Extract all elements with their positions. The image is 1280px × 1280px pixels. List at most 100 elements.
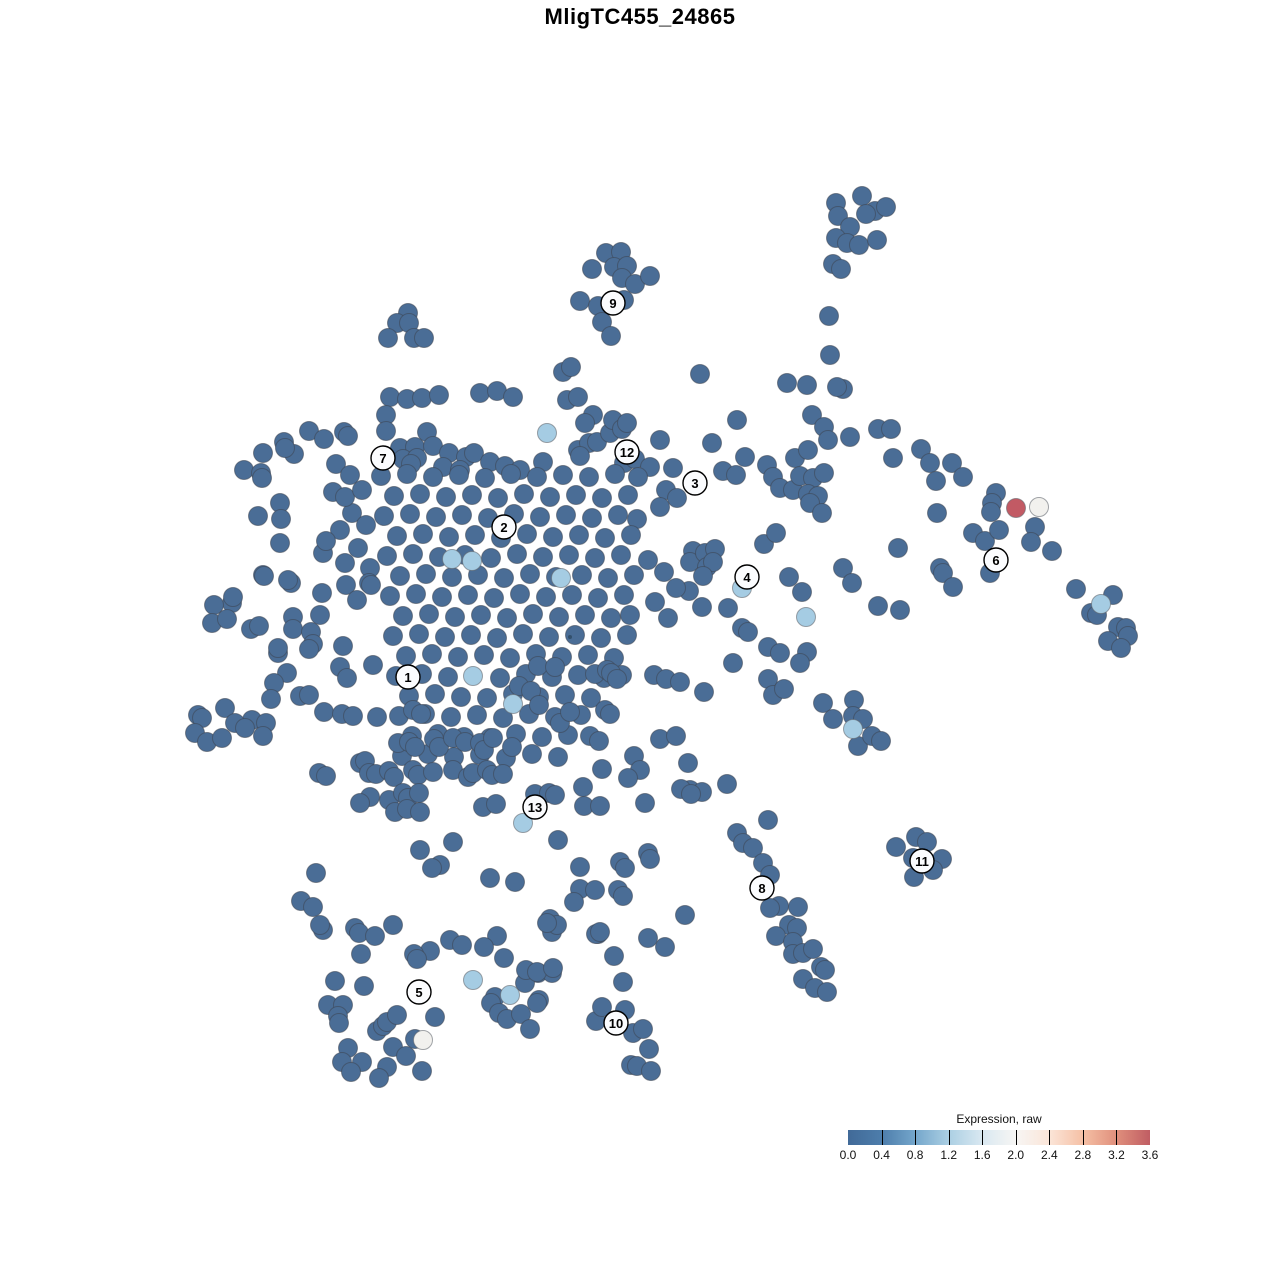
data-point [387, 526, 407, 546]
data-point [422, 858, 442, 878]
data-point [409, 624, 429, 644]
data-point [410, 840, 430, 860]
data-point [549, 607, 569, 627]
data-point [475, 468, 495, 488]
data-point [758, 810, 778, 830]
cluster-label-1: 1 [395, 664, 421, 690]
data-point [798, 440, 818, 460]
cluster-label-circle [749, 875, 775, 901]
data-point [856, 204, 876, 224]
data-point [827, 377, 847, 397]
data-point [310, 915, 330, 935]
data-point [432, 587, 452, 607]
data-point [425, 1007, 445, 1027]
data-point [605, 464, 625, 484]
data-point [423, 762, 443, 782]
data-point [536, 587, 556, 607]
cluster-label-text: 7 [379, 451, 386, 466]
data-point [487, 926, 507, 946]
data-point [461, 625, 481, 645]
data-point [410, 802, 430, 822]
data-point [510, 584, 530, 604]
data-point [513, 624, 533, 644]
data-point [337, 668, 357, 688]
data-point [403, 544, 423, 564]
cluster-label-text: 10 [609, 1016, 623, 1031]
cluster-label-3: 3 [682, 470, 708, 496]
data-point [641, 1061, 661, 1081]
cluster-label-6: 6 [983, 547, 1009, 573]
data-point [517, 524, 537, 544]
data-point [235, 718, 255, 738]
chart-title: MligTC455_24865 [544, 4, 736, 29]
expression-legend: Expression, raw 0.0 0.4 0.8 1.2 1.6 2.0 2.4 2.8… [840, 1112, 1159, 1164]
data-point [975, 531, 995, 551]
data-point [867, 230, 887, 250]
data-point [532, 727, 552, 747]
data-point [445, 607, 465, 627]
cluster-label-text: 3 [691, 476, 698, 491]
data-point [553, 465, 573, 485]
data-point [692, 597, 712, 617]
data-point [426, 507, 446, 527]
data-point [890, 600, 910, 620]
data-point [788, 897, 808, 917]
data-point [406, 584, 426, 604]
data-point [989, 520, 1009, 540]
data-point [702, 433, 722, 453]
data-point [396, 646, 416, 666]
data-point [592, 312, 612, 332]
data-point-expression [1029, 497, 1049, 517]
data-point [530, 507, 550, 527]
data-point [790, 653, 810, 673]
data-point [414, 328, 434, 348]
data-point [422, 644, 442, 664]
data-point [543, 527, 563, 547]
legend-tick-mark [1116, 1130, 1118, 1145]
data-point [650, 430, 670, 450]
cluster-label-text: 2 [500, 520, 507, 535]
data-point [494, 948, 514, 968]
data-point [443, 832, 463, 852]
legend-tick-label: 2.4 [1040, 1148, 1058, 1162]
cluster-label-text: 5 [415, 985, 422, 1000]
data-point [416, 564, 436, 584]
cluster-label-circle [491, 514, 517, 540]
data-point [493, 764, 513, 784]
data-point [548, 747, 568, 767]
data-point [253, 443, 273, 463]
data-point [621, 525, 641, 545]
cluster-label-text: 4 [743, 570, 751, 585]
data-point [803, 939, 823, 959]
data-point [514, 484, 534, 504]
data-point [545, 785, 565, 805]
data-point [663, 458, 683, 478]
data-point [397, 464, 417, 484]
data-point [570, 446, 590, 466]
data-point [638, 928, 658, 948]
data-point [592, 488, 612, 508]
data-point [316, 531, 336, 551]
data-point [486, 794, 506, 814]
data-point [548, 830, 568, 850]
data-point [770, 643, 790, 663]
legend-tick-mark [881, 1130, 883, 1145]
legend-tick-mark [915, 1130, 917, 1145]
data-point [792, 582, 812, 602]
data-point [585, 548, 605, 568]
legend-tick-label: 2.8 [1074, 1148, 1092, 1162]
data-point [501, 464, 521, 484]
data-point [539, 627, 559, 647]
data-point-small [568, 635, 572, 639]
data-point [270, 533, 290, 553]
data-point [703, 552, 723, 572]
data-point [604, 946, 624, 966]
data-point [407, 949, 427, 969]
cluster-label-2: 2 [491, 514, 517, 540]
data-point [464, 443, 484, 463]
legend-tick-mark [948, 1130, 950, 1145]
data-point [347, 590, 367, 610]
data-point [613, 972, 633, 992]
data-point [497, 608, 517, 628]
data-point [490, 668, 510, 688]
